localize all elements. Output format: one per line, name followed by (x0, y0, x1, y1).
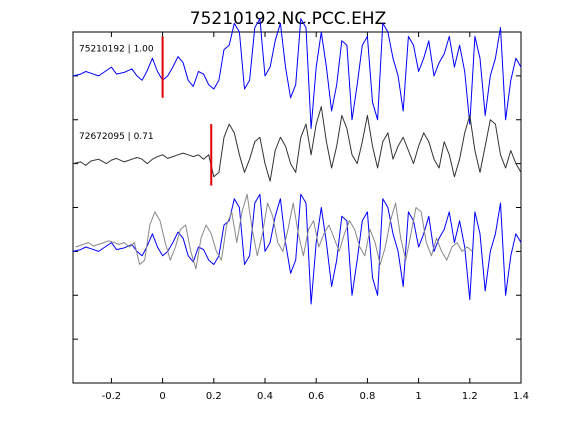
plot-area: -0.2 0 0.2 0.4 0.6 0.8 1 1.2 1.4 75210192 | 1.00 7… (72, 18, 529, 402)
chart-title: 75210192.NC.PCC.EHZ (190, 9, 387, 29)
x-tick-label: 0.6 (308, 391, 324, 402)
trace-label: 72672095 | 0.71 (79, 132, 154, 142)
trace-line-0 (72, 18, 522, 129)
x-tick-label: 1 (415, 391, 421, 402)
trace-line-1 (72, 106, 522, 182)
x-tick-label: 0.8 (359, 391, 375, 402)
trace-line-3 (75, 193, 473, 270)
x-tick-label: 0.4 (257, 391, 273, 402)
x-tick-label: -0.2 (102, 391, 122, 402)
axes-frame (72, 31, 522, 384)
trace-line-2 (72, 193, 522, 305)
trace-label: 75210192 | 1.00 (79, 44, 154, 54)
x-tick-label: 0.2 (206, 391, 222, 402)
x-tick-label: 0 (159, 391, 165, 402)
x-tick-label: 1.2 (462, 391, 478, 402)
x-tick-label: 1.4 (513, 391, 529, 402)
